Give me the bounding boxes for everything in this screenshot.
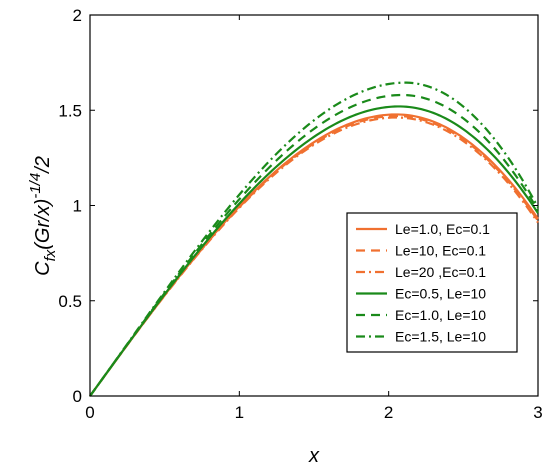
- y-tick-label: 1: [73, 197, 82, 216]
- y-label-mid: (Gr/x): [32, 199, 54, 250]
- series-line-3: [89, 116, 539, 397]
- legend-label: Le=20 ,Ec=0.1: [395, 264, 486, 280]
- legend-label: Ec=1.5, Le=10: [395, 329, 486, 345]
- y-label-sub: fx: [42, 249, 59, 261]
- legend-label: Ec=0.5, Le=10: [395, 286, 486, 302]
- y-tick-label: 0.5: [58, 292, 82, 311]
- series-layer: [89, 81, 539, 397]
- y-axis-label: Cfx(Gr/x)-1/4/2: [27, 156, 59, 276]
- legend-label: Le=1.0, Ec=0.1: [395, 221, 490, 237]
- legend-label: Ec=1.0, Le=10: [395, 307, 486, 323]
- y-label-sup: -1/4: [27, 173, 44, 199]
- tick-layer: 0 1 2 3 0 0.5 1 1.5 2: [58, 6, 542, 422]
- x-tick-label: 2: [384, 403, 393, 422]
- x-tick-label: 0: [85, 403, 94, 422]
- legend-label: Le=10, Ec=0.1: [395, 243, 486, 259]
- y-label-tail: /2: [32, 156, 54, 175]
- x-tick-label: 1: [235, 403, 244, 422]
- y-tick-label: 2: [73, 6, 82, 25]
- y-label-base: C: [32, 261, 54, 276]
- y-tick-label: 1.5: [58, 101, 82, 120]
- x-tick-label: 3: [533, 403, 542, 422]
- series-line-6: [89, 81, 539, 397]
- legend-box: [346, 212, 518, 353]
- plot-area: 0 1 2 3 0 0.5 1 1.5 2: [58, 6, 542, 422]
- y-tick-label: 0: [73, 387, 82, 406]
- legend: Le=1.0, Ec=0.1 Le=10, Ec=0.1 Le=20 ,Ec=0.1…: [346, 212, 518, 353]
- x-axis-label: x: [308, 445, 320, 467]
